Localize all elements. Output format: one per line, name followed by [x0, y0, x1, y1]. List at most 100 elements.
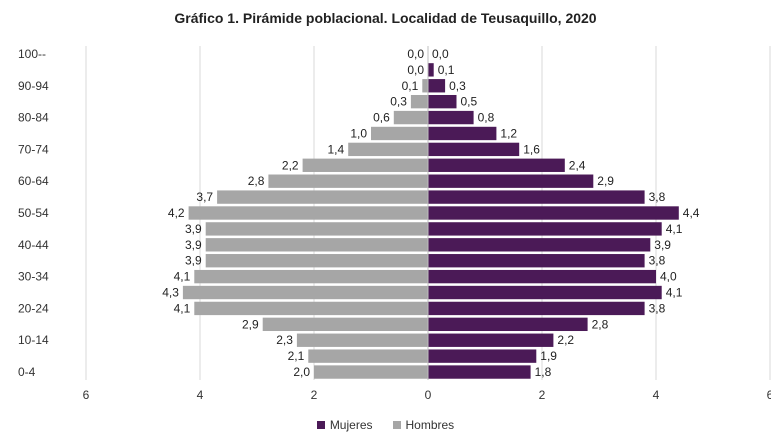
data-label-hombres: 2,9 — [242, 317, 259, 331]
bar-hombres — [302, 158, 428, 172]
data-label-mujeres: 0,3 — [449, 79, 466, 93]
data-label-mujeres: 4,1 — [666, 222, 683, 236]
y-tick-label: 0-4 — [18, 365, 36, 379]
bar-hombres — [422, 79, 428, 93]
data-label-hombres: 3,9 — [185, 238, 202, 252]
data-label-hombres: 4,1 — [174, 270, 191, 284]
data-label-hombres: 0,1 — [402, 79, 419, 93]
data-label-mujeres: 3,8 — [649, 190, 666, 204]
legend-label-hombres: Hombres — [405, 418, 455, 432]
bar-mujeres — [428, 333, 554, 347]
bar-hombres — [308, 349, 428, 363]
y-tick-label: 20-24 — [18, 301, 49, 315]
data-label-mujeres: 0,8 — [478, 111, 495, 125]
bar-hombres — [268, 174, 428, 188]
bar-hombres — [296, 333, 428, 347]
data-label-mujeres: 1,9 — [540, 349, 557, 363]
data-label-hombres: 0,0 — [407, 47, 424, 61]
bar-hombres — [205, 222, 428, 236]
y-tick-label: 40-44 — [18, 238, 49, 252]
bar-hombres — [393, 110, 428, 125]
bar-mujeres — [428, 158, 565, 172]
data-label-hombres: 1,0 — [350, 126, 367, 140]
bar-mujeres — [428, 174, 594, 188]
bar-mujeres — [428, 79, 446, 93]
bar-mujeres — [428, 269, 656, 284]
data-label-hombres: 4,1 — [174, 301, 191, 315]
bar-hombres — [348, 142, 428, 157]
data-label-mujeres: 4,4 — [683, 206, 700, 220]
data-label-mujeres: 3,9 — [654, 238, 671, 252]
data-label-hombres: 1,4 — [328, 142, 345, 156]
legend-item-hombres: Hombres — [392, 418, 455, 432]
data-label-hombres: 3,7 — [196, 190, 213, 204]
data-label-mujeres: 0,0 — [432, 47, 449, 61]
bar-mujeres — [428, 222, 662, 236]
bar-hombres — [194, 301, 428, 316]
bar-hombres — [188, 206, 428, 220]
x-tick-label: 2 — [311, 388, 318, 402]
y-tick-label: 50-54 — [18, 206, 49, 220]
bar-mujeres — [428, 365, 531, 379]
data-label-hombres: 2,2 — [282, 158, 299, 172]
bar-mujeres — [428, 238, 651, 252]
data-label-hombres: 2,3 — [276, 333, 293, 347]
x-tick-label: 6 — [83, 388, 90, 402]
bar-hombres — [182, 285, 428, 300]
legend-swatch-hombres — [392, 421, 401, 429]
bar-mujeres — [428, 126, 497, 141]
x-tick-label: 2 — [539, 388, 546, 402]
bar-mujeres — [428, 206, 679, 220]
data-label-hombres: 2,1 — [288, 349, 305, 363]
bar-hombres — [217, 190, 428, 204]
data-label-mujeres: 0,5 — [461, 95, 478, 109]
y-tick-label: 90-94 — [18, 79, 49, 93]
bar-mujeres — [428, 110, 474, 125]
bar-hombres — [205, 254, 428, 268]
data-label-hombres: 3,9 — [185, 222, 202, 236]
bar-hombres — [314, 365, 428, 379]
y-tick-label: 80-84 — [18, 111, 49, 125]
bar-hombres — [410, 94, 428, 109]
legend-swatch-mujeres — [316, 421, 325, 429]
legend-item-mujeres: Mujeres — [316, 418, 373, 432]
data-label-mujeres: 2,2 — [557, 333, 574, 347]
legend: Mujeres Hombres — [0, 418, 771, 432]
bar-mujeres — [428, 142, 520, 157]
data-label-mujeres: 3,8 — [649, 254, 666, 268]
bar-mujeres — [428, 63, 434, 77]
x-tick-label: 4 — [653, 388, 660, 402]
y-tick-label: 30-34 — [18, 270, 49, 284]
data-label-hombres: 2,8 — [248, 174, 265, 188]
data-label-mujeres: 2,8 — [592, 317, 609, 331]
bar-mujeres — [428, 301, 645, 316]
bar-mujeres — [428, 94, 457, 109]
bar-mujeres — [428, 285, 662, 300]
data-label-hombres: 3,9 — [185, 254, 202, 268]
y-tick-label: 100-- — [18, 47, 46, 61]
bar-hombres — [205, 238, 428, 252]
data-label-mujeres: 2,9 — [597, 174, 614, 188]
bar-mujeres — [428, 190, 645, 204]
y-tick-label: 60-64 — [18, 174, 49, 188]
data-label-hombres: 0,3 — [390, 95, 407, 109]
data-label-hombres: 2,0 — [293, 365, 310, 379]
data-label-hombres: 4,2 — [168, 206, 185, 220]
bar-hombres — [194, 269, 428, 284]
y-tick-label: 70-74 — [18, 142, 49, 156]
data-label-hombres: 0,6 — [373, 111, 390, 125]
y-tick-label: 10-14 — [18, 333, 49, 347]
data-label-mujeres: 4,1 — [666, 286, 683, 300]
data-label-mujeres: 4,0 — [660, 270, 677, 284]
data-label-mujeres: 0,1 — [438, 63, 455, 77]
bar-mujeres — [428, 349, 537, 363]
bar-mujeres — [428, 254, 645, 268]
bar-mujeres — [428, 317, 588, 332]
x-tick-label: 0 — [425, 388, 432, 402]
data-label-mujeres: 1,2 — [500, 126, 517, 140]
data-label-mujeres: 3,8 — [649, 301, 666, 315]
data-label-mujeres: 1,8 — [535, 365, 552, 379]
x-tick-label: 4 — [197, 388, 204, 402]
data-label-hombres: 0,0 — [407, 63, 424, 77]
